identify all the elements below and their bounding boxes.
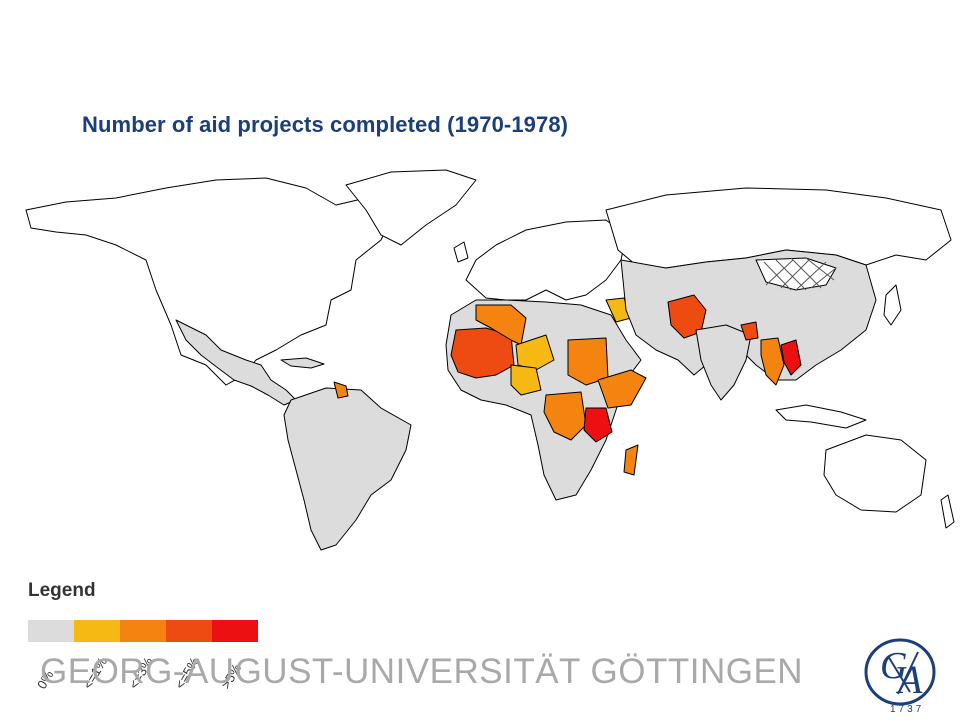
legend-swatches xyxy=(28,620,258,642)
europe xyxy=(465,219,627,301)
logo-emblem xyxy=(864,638,936,706)
slide-title: Number of aid projects completed (1970-1… xyxy=(82,112,569,137)
greenland xyxy=(345,169,477,246)
logo-year: 1737 xyxy=(890,704,925,715)
legend-swatch-3 xyxy=(166,620,212,642)
north-america xyxy=(25,177,397,386)
logo-letter-g: G xyxy=(880,645,908,687)
legend-swatch-1 xyxy=(74,620,120,642)
laos-vietnam xyxy=(780,339,802,376)
asia xyxy=(620,249,877,381)
india xyxy=(695,324,752,401)
indonesia xyxy=(775,404,867,429)
nigeria xyxy=(510,364,542,396)
madagascar xyxy=(623,444,639,476)
caribbean xyxy=(280,357,325,369)
mongolia-hatch xyxy=(763,257,837,291)
legend-swatch-0 xyxy=(28,620,74,642)
niger xyxy=(515,334,555,371)
legend-swatch-4 xyxy=(212,620,258,642)
new-zealand xyxy=(940,494,955,529)
legend-title: Legend xyxy=(28,580,96,601)
world-map: Legend 0% <=1% <=3% <=5% >5% xyxy=(6,150,960,692)
mali xyxy=(475,304,527,346)
sudan xyxy=(567,337,609,386)
guyana xyxy=(333,381,349,399)
bangladesh xyxy=(740,321,759,341)
logo-letter-a: A xyxy=(898,657,923,702)
south-america xyxy=(283,387,412,551)
myanmar-thailand xyxy=(760,337,785,386)
central-africa xyxy=(543,391,587,441)
map-legend: Legend 0% <=1% <=3% <=5% >5% xyxy=(24,580,264,700)
world-map-svg xyxy=(25,169,955,551)
australia xyxy=(823,434,927,513)
tanzania xyxy=(583,407,613,443)
ethiopia-somalia xyxy=(597,369,647,409)
japan xyxy=(883,284,902,326)
university-name: GEORG-AUGUST-UNIVERSITÄT GÖTTINGEN xyxy=(40,652,804,691)
uk xyxy=(453,241,469,263)
legend-swatch-2 xyxy=(120,620,166,642)
